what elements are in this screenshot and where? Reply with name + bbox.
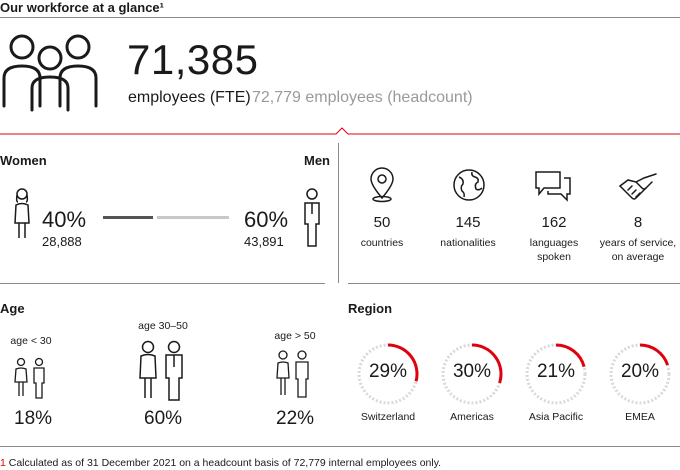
women-heading: Women xyxy=(0,153,47,168)
age-30-50-pct: 60% xyxy=(144,408,183,429)
age-under-30-people-icon xyxy=(14,357,45,399)
age-over-50-people-icon xyxy=(276,350,309,398)
page-title: Our workforce at a glance¹ xyxy=(0,0,164,15)
region-donut-arc-emea xyxy=(639,343,670,366)
stat-countries-label: countries xyxy=(360,237,404,249)
stat-nationalities-label: nationalities xyxy=(440,237,496,249)
region-switzerland-name: Switzerland xyxy=(360,411,416,423)
stat-service-label-line1: years of service, xyxy=(599,237,677,249)
stat-service-label-line2: on average xyxy=(611,251,665,263)
stat-languages-label-line2: spoken xyxy=(537,251,571,263)
region-heading: Region xyxy=(348,301,393,316)
age-30-50-people-icon xyxy=(139,340,183,401)
footnote-marker: 1 xyxy=(0,457,6,469)
women-pct: 40% xyxy=(42,207,87,232)
section-divider-red xyxy=(0,127,680,135)
region-switzerland-pct: 29% xyxy=(368,361,408,382)
men-count: 43,891 xyxy=(244,234,284,249)
men-heading: Men xyxy=(304,153,330,168)
age-under-30-pct: 18% xyxy=(14,408,53,429)
age-heading: Age xyxy=(0,301,25,316)
people-group-icon xyxy=(2,34,98,112)
region-donut-chart xyxy=(357,343,671,405)
stat-nationalities-value: 145 xyxy=(455,214,481,231)
region-americas-name: Americas xyxy=(450,411,494,423)
age-over-50-pct: 22% xyxy=(276,408,315,429)
title-divider xyxy=(0,17,680,18)
region-section-divider xyxy=(348,283,680,284)
region-emea-pct: 20% xyxy=(620,361,660,382)
fte-value: 71,385 xyxy=(127,36,259,83)
region-asia-pacific-name: Asia Pacific xyxy=(528,411,584,423)
age-group-under-30-label: age < 30 xyxy=(10,335,52,347)
man-icon xyxy=(304,188,320,247)
men-share-bar xyxy=(157,216,229,219)
fte-label: employees (FTE) xyxy=(128,89,251,106)
speech-bubbles-icon xyxy=(535,171,571,202)
stat-countries-value: 50 xyxy=(373,214,391,231)
region-donut-arc-asia-pacific xyxy=(555,343,586,368)
region-emea-name: EMEA xyxy=(625,411,655,423)
footnote-divider xyxy=(0,446,680,447)
stat-languages-label-line1: languages xyxy=(529,237,579,249)
stat-service-value: 8 xyxy=(633,214,643,231)
vertical-divider xyxy=(338,143,339,283)
women-count: 28,888 xyxy=(42,234,82,249)
region-donut-arc-americas xyxy=(471,343,503,384)
age-section-divider xyxy=(0,283,325,284)
age-group-over-50-label: age > 50 xyxy=(274,330,316,342)
location-pin-icon xyxy=(370,167,394,203)
region-americas-pct: 30% xyxy=(452,361,492,382)
globe-icon xyxy=(453,169,485,201)
gender-ratio-bar xyxy=(103,216,229,219)
handshake-icon xyxy=(619,173,657,200)
footnote-text: Calculated as of 31 December 2021 on a h… xyxy=(5,457,442,469)
headcount-label: 72,779 employees (headcount) xyxy=(252,89,473,106)
region-asia-pacific-pct: 21% xyxy=(536,361,576,382)
men-pct: 60% xyxy=(244,207,289,232)
age-group-30-50-label: age 30–50 xyxy=(138,320,188,332)
footnote: 1 Calculated as of 31 December 2021 on a… xyxy=(0,457,441,469)
stat-languages-value: 162 xyxy=(541,214,567,231)
region-donut-arc-switzerland xyxy=(387,343,419,382)
woman-icon xyxy=(14,188,30,238)
women-share-bar xyxy=(103,216,153,219)
